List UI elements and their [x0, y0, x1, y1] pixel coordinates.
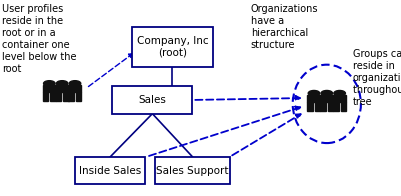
FancyBboxPatch shape [328, 102, 333, 111]
FancyBboxPatch shape [69, 92, 74, 101]
Text: Sales: Sales [138, 95, 166, 105]
Text: Inside Sales: Inside Sales [79, 165, 142, 176]
FancyBboxPatch shape [320, 102, 326, 111]
FancyBboxPatch shape [333, 95, 346, 102]
Circle shape [44, 81, 55, 86]
FancyBboxPatch shape [132, 27, 213, 67]
FancyBboxPatch shape [320, 95, 333, 102]
Circle shape [69, 81, 81, 86]
FancyBboxPatch shape [56, 85, 69, 92]
Circle shape [334, 91, 345, 96]
FancyBboxPatch shape [308, 95, 320, 102]
Text: User profiles
reside in the
root or in a
container one
level below the
root: User profiles reside in the root or in a… [2, 4, 77, 74]
Text: Organizations
have a
hierarchical
structure: Organizations have a hierarchical struct… [251, 4, 318, 50]
FancyBboxPatch shape [43, 92, 49, 101]
FancyBboxPatch shape [333, 102, 339, 111]
FancyBboxPatch shape [112, 86, 192, 114]
Circle shape [57, 81, 68, 86]
Text: Sales Support: Sales Support [156, 165, 229, 176]
FancyBboxPatch shape [76, 92, 81, 101]
Circle shape [321, 91, 332, 96]
FancyBboxPatch shape [43, 85, 56, 92]
FancyBboxPatch shape [340, 102, 346, 111]
Circle shape [308, 91, 320, 96]
FancyBboxPatch shape [308, 102, 313, 111]
FancyBboxPatch shape [69, 85, 81, 92]
Text: Groups can
reside in
organizations
throughout the
tree: Groups can reside in organizations throu… [353, 49, 401, 107]
FancyBboxPatch shape [63, 92, 69, 101]
FancyBboxPatch shape [155, 157, 229, 184]
FancyBboxPatch shape [315, 102, 320, 111]
FancyBboxPatch shape [75, 157, 146, 184]
Text: Company, Inc
(root): Company, Inc (root) [137, 36, 208, 58]
FancyBboxPatch shape [50, 92, 56, 101]
FancyBboxPatch shape [56, 92, 61, 101]
